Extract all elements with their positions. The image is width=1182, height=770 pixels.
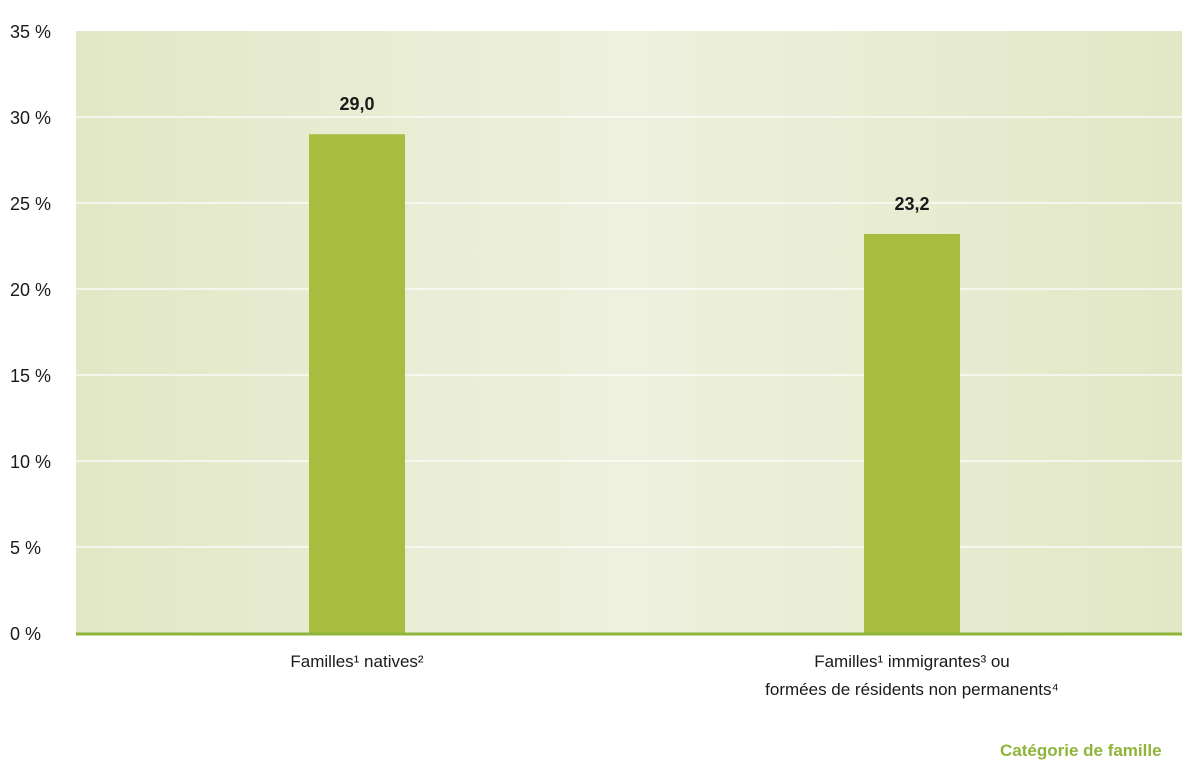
bar: [309, 134, 405, 633]
y-tick-label: 0 %: [10, 624, 41, 644]
plot-background: [76, 31, 1182, 633]
bars: [309, 134, 960, 633]
y-tick-label: 15 %: [10, 366, 51, 386]
y-axis-ticks: 0 % 5 % 10 % 15 % 20 % 25 % 30 % 35 %: [10, 22, 51, 644]
data-label: 23,2: [894, 194, 929, 214]
bar: [864, 233, 960, 633]
data-labels: 29,0 23,2: [339, 94, 929, 214]
gridlines: [76, 116, 1182, 548]
y-tick-label: 20 %: [10, 280, 51, 300]
data-label: 29,0: [339, 94, 374, 114]
category-labels: Familles¹ natives² Familles¹ immigrantes³…: [290, 652, 1058, 699]
category-label: Familles¹ immigrantes³ ou formées de rési…: [765, 652, 1059, 699]
x-axis-title: Catégorie de famille: [1000, 741, 1162, 760]
y-tick-label: 5 %: [10, 538, 41, 558]
y-tick-label: 35 %: [10, 22, 51, 42]
y-tick-label: 10 %: [10, 452, 51, 472]
y-tick-label: 30 %: [10, 108, 51, 128]
category-label: Familles¹ natives²: [290, 652, 424, 671]
y-tick-label: 25 %: [10, 194, 51, 214]
